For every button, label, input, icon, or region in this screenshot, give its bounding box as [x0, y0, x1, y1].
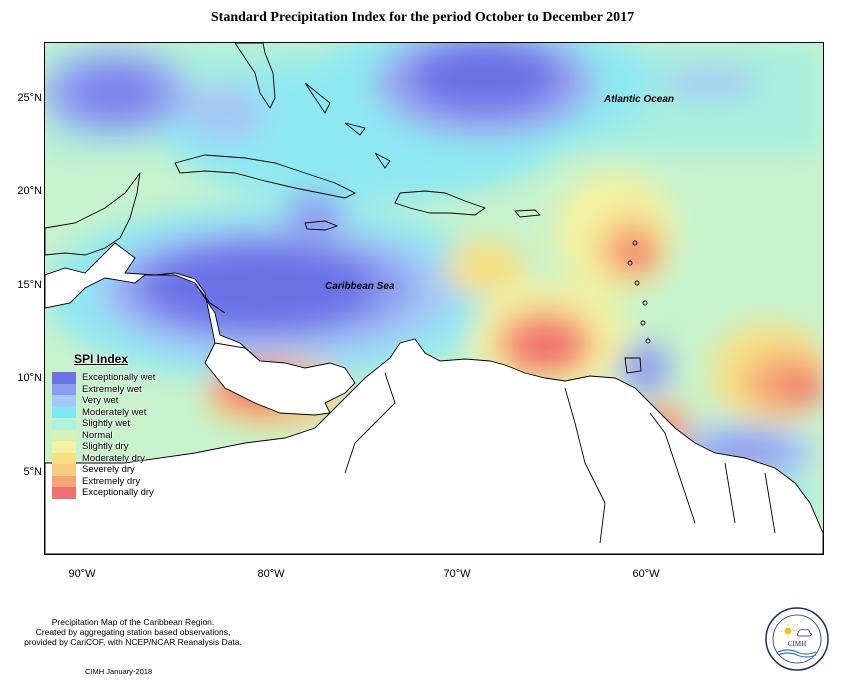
legend-label: Extremely wet	[82, 383, 142, 395]
legend-swatch	[52, 464, 76, 476]
legend-item: Slightly dry	[52, 441, 172, 453]
legend-item: Extremely dry	[52, 475, 172, 487]
landmasses	[45, 43, 823, 554]
spi-map	[44, 42, 824, 555]
legend-swatch	[52, 383, 76, 395]
precipitation-map-canvas	[45, 43, 823, 554]
legend-item: Normal	[52, 429, 172, 441]
legend-title: SPI Index	[74, 352, 129, 366]
lat-label-10n: 10°N	[17, 372, 42, 384]
legend-label: Normal	[82, 429, 113, 441]
legend-swatch	[52, 475, 76, 487]
legend-swatch	[52, 441, 76, 453]
footer-note: Precipitation Map of the Caribbean Regio…	[18, 617, 248, 647]
legend-swatch	[52, 418, 76, 430]
lon-label-70w: 70°W	[443, 568, 471, 580]
spi-shading	[45, 43, 823, 554]
footer-line-3: provided by CariCOF, with NCEP/NCAR Rean…	[24, 637, 242, 647]
legend-items: Exceptionally wet Extremely wet Very wet Mo…	[52, 372, 172, 499]
footer-line-2: Created by aggregating station based obs…	[35, 627, 231, 637]
legend-item: Severely dry	[52, 464, 172, 476]
lat-label-5n: 5°N	[23, 466, 42, 478]
legend-swatch	[52, 487, 76, 499]
lat-label-15n: 15°N	[17, 279, 42, 291]
legend-item: Exceptionally wet	[52, 372, 172, 384]
legend-item: Moderately wet	[52, 406, 172, 418]
legend-swatch	[52, 429, 76, 441]
legend-label: Slightly dry	[82, 441, 129, 453]
legend-item: Moderately dry	[52, 452, 172, 464]
legend-label: Moderately dry	[82, 452, 145, 464]
atlantic-ocean-label: Atlantic Ocean	[604, 94, 675, 105]
lat-label-20n: 20°N	[17, 185, 42, 197]
lon-label-90w: 90°W	[68, 568, 96, 580]
legend-swatch	[52, 372, 76, 384]
legend-label: Extremely dry	[82, 475, 141, 487]
legend-item: Exceptionally dry	[52, 487, 172, 499]
footer-credit: CIMH January-2018	[85, 667, 153, 676]
legend-swatch	[52, 395, 76, 407]
spi-legend: SPI Index Exceptionally wet Extremely wet…	[52, 352, 172, 499]
caribbean-sea-label: Caribbean Sea	[325, 281, 395, 292]
legend-swatch	[52, 406, 76, 418]
cimh-logo-text: CIMH	[788, 640, 806, 648]
cimh-logo: CIMH	[765, 607, 829, 671]
lon-label-80w: 80°W	[257, 568, 285, 580]
legend-label: Severely dry	[82, 464, 135, 476]
legend-item: Slightly wet	[52, 418, 172, 430]
map-title: Standard Precipitation Index for the per…	[210, 10, 635, 25]
legend-label: Exceptionally dry	[82, 487, 154, 499]
legend-label: Very wet	[82, 395, 119, 407]
legend-item: Extremely wet	[52, 383, 172, 395]
legend-label: Exceptionally wet	[82, 372, 156, 384]
lat-label-25n: 25°N	[17, 92, 42, 104]
legend-item: Very wet	[52, 395, 172, 407]
legend-swatch	[52, 452, 76, 464]
lon-label-60w: 60°W	[632, 568, 660, 580]
legend-label: Slightly wet	[82, 418, 131, 430]
legend-label: Moderately wet	[82, 406, 147, 418]
footer-line-1: Precipitation Map of the Caribbean Regio…	[51, 617, 215, 627]
